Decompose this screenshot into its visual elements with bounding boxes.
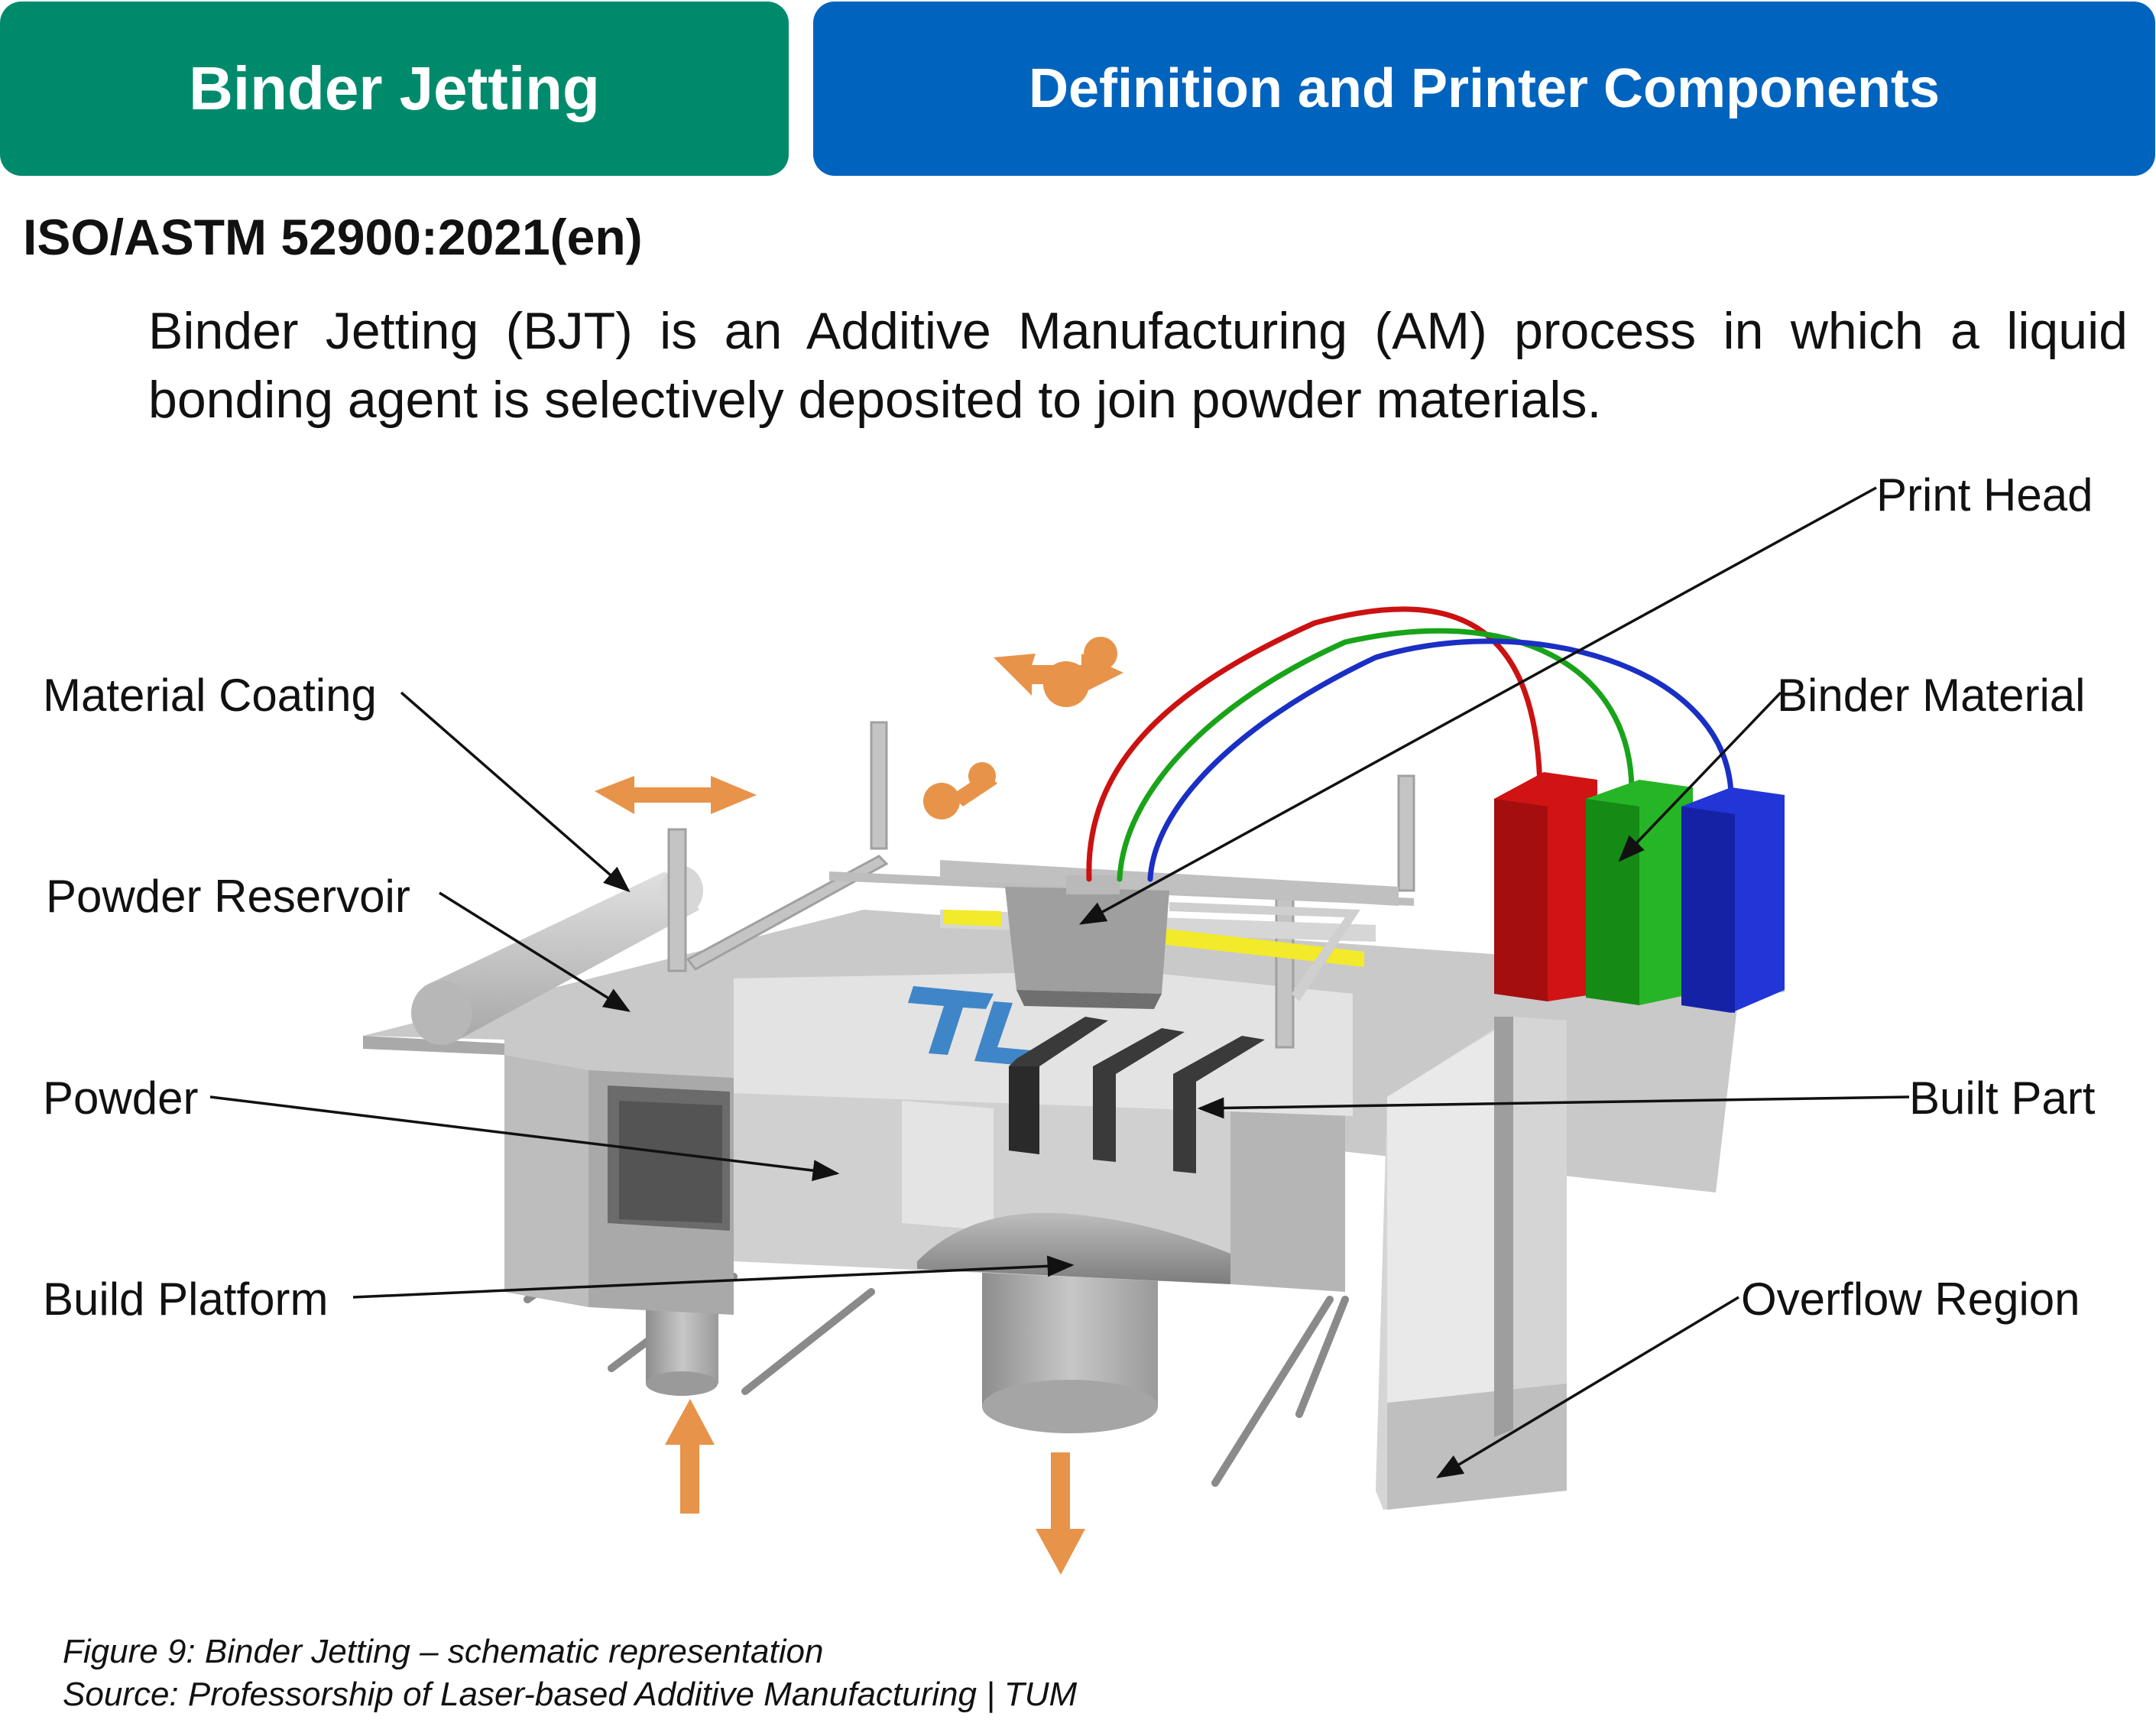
label-print-head: Print Head <box>1876 469 2093 521</box>
print-head-shape <box>1005 875 1169 1009</box>
label-powder: Powder <box>43 1072 198 1124</box>
built-part-shape <box>1009 1017 1265 1173</box>
definition-text: Binder Jetting (BJT) is an Additive Manu… <box>148 302 2128 429</box>
overflow-region-shape <box>1376 1017 1567 1510</box>
label-powder-reservoir: Powder Reservoir <box>46 871 410 922</box>
tum-logo <box>908 986 1039 1066</box>
standard-reference: ISO/ASTM 52900:2021(en) <box>23 209 643 265</box>
label-material-coating: Material Coating <box>43 670 377 721</box>
label-built-part: Built Part <box>1909 1072 2096 1124</box>
binder-tanks <box>1494 772 1785 1013</box>
title-banner: Binder Jetting <box>0 2 789 176</box>
page-subtitle: Definition and Printer Components <box>1028 58 1940 119</box>
motion-arrows <box>595 637 1123 1575</box>
source-caption: Source: Professorship of Laser-based Add… <box>63 1676 1078 1713</box>
page-title: Binder Jetting <box>189 54 600 122</box>
printer-machine <box>363 606 1785 1575</box>
figure-caption: Figure 9: Binder Jetting – schematic rep… <box>63 1633 824 1670</box>
label-build-platform: Build Platform <box>43 1274 328 1325</box>
subtitle-banner: Definition and Printer Components <box>813 2 2155 176</box>
leader-lines <box>209 486 1910 1478</box>
label-binder-material: Binder Material <box>1777 670 2086 721</box>
label-overflow-region: Overflow Region <box>1741 1274 2080 1325</box>
